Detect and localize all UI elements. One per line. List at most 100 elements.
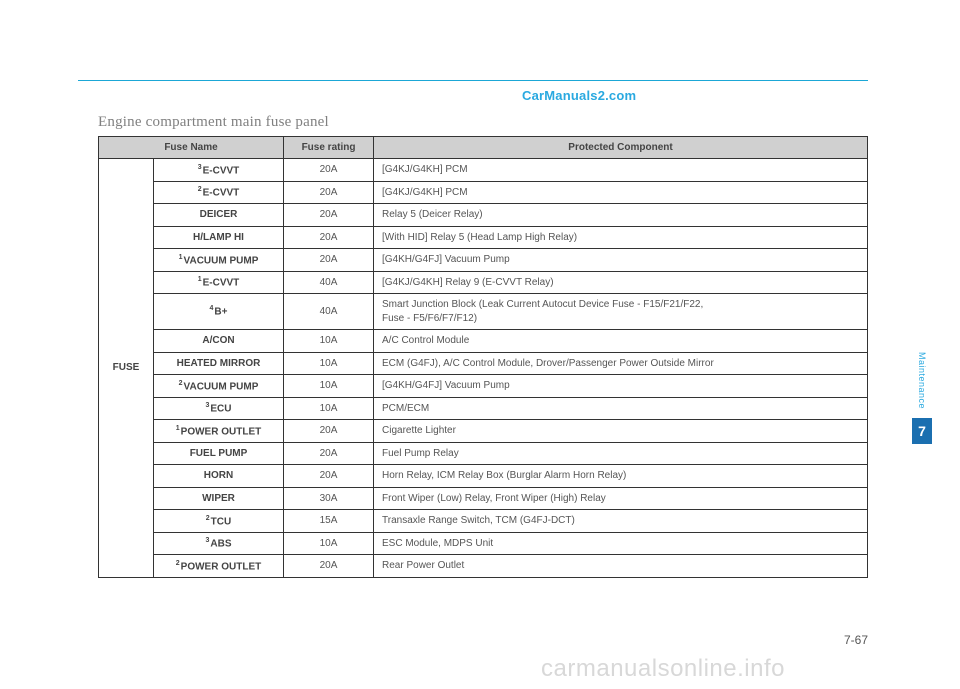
fuse-component-cell: Fuel Pump Relay	[374, 442, 868, 465]
fuse-name-superscript: 3	[205, 537, 209, 544]
fuse-component-cell: A/C Control Module	[374, 330, 868, 353]
fuse-name-cell: WIPER	[154, 487, 284, 510]
fuse-name-cell: 2POWER OUTLET	[154, 555, 284, 578]
col-header-component: Protected Component	[374, 137, 868, 159]
fuse-name-text: POWER OUTLET	[181, 561, 262, 572]
fuse-name-cell: FUEL PUMP	[154, 442, 284, 465]
fuse-rating-cell: 20A	[284, 159, 374, 182]
table-row: 1POWER OUTLET 20ACigarette Lighter	[99, 420, 868, 443]
fuse-rating-cell: 20A	[284, 204, 374, 227]
fuse-name-text: B+	[214, 307, 227, 318]
fuse-name-text: WIPER	[202, 493, 235, 504]
fuse-name-text: VACUUM PUMP	[184, 255, 259, 266]
fuse-name-cell: A/CON	[154, 330, 284, 353]
fuse-component-cell: PCM/ECM	[374, 397, 868, 420]
fuse-component-cell: [With HID] Relay 5 (Head Lamp High Relay…	[374, 226, 868, 249]
fuse-rating-cell: 20A	[284, 420, 374, 443]
table-row: DEICER20ARelay 5 (Deicer Relay)	[99, 204, 868, 227]
watermark-top: CarManuals2.com	[522, 88, 636, 103]
table-row: WIPER30AFront Wiper (Low) Relay, Front W…	[99, 487, 868, 510]
table-row: 1E-CVVT40A[G4KJ/G4KH] Relay 9 (E-CVVT Re…	[99, 271, 868, 294]
fuse-name-text: HEATED MIRROR	[177, 358, 261, 369]
fuse-name-cell: 2TCU	[154, 510, 284, 533]
table-row: 1VACUUM PUMP20A[G4KH/G4FJ] Vacuum Pump	[99, 249, 868, 272]
fuse-name-superscript: 1	[176, 425, 180, 432]
section-tab-number: 7	[912, 418, 932, 444]
fuse-rating-cell: 40A	[284, 271, 374, 294]
fuse-name-superscript: 2	[179, 380, 183, 387]
fuse-name-text: POWER OUTLET	[181, 426, 262, 437]
table-row: HEATED MIRROR10AECM (G4FJ), A/C Control …	[99, 352, 868, 375]
fuse-rating-cell: 20A	[284, 226, 374, 249]
fuse-name-text: ABS	[210, 538, 231, 549]
fuse-name-cell: HORN	[154, 465, 284, 488]
fuse-name-cell: 2E-CVVT	[154, 181, 284, 204]
fuse-name-superscript: 2	[206, 515, 210, 522]
fuse-component-cell: Cigarette Lighter	[374, 420, 868, 443]
fuse-rating-cell: 20A	[284, 555, 374, 578]
fuse-name-cell: 4B+	[154, 294, 284, 330]
fuse-name-superscript: 3	[198, 164, 202, 171]
fuse-rating-cell: 10A	[284, 397, 374, 420]
fuse-component-cell: Smart Junction Block (Leak Current Autoc…	[374, 294, 868, 330]
fuse-component-cell: [G4KH/G4FJ] Vacuum Pump	[374, 375, 868, 398]
fuse-rating-cell: 20A	[284, 181, 374, 204]
fuse-component-cell: [G4KJ/G4KH] Relay 9 (E-CVVT Relay)	[374, 271, 868, 294]
table-row: 4B+40ASmart Junction Block (Leak Current…	[99, 294, 868, 330]
fuse-name-cell: DEICER	[154, 204, 284, 227]
fuse-name-text: E-CVVT	[203, 277, 240, 288]
col-header-name: Fuse Name	[99, 137, 284, 159]
table-row: FUSE3E-CVVT20A[G4KJ/G4KH] PCM	[99, 159, 868, 182]
fuse-rating-cell: 10A	[284, 532, 374, 555]
table-row: 2TCU15ATransaxle Range Switch, TCM (G4FJ…	[99, 510, 868, 533]
section-tab: Maintenance 7	[912, 352, 932, 444]
fuse-rating-cell: 10A	[284, 352, 374, 375]
fuse-name-cell: 1VACUUM PUMP	[154, 249, 284, 272]
fuse-component-cell: ESC Module, MDPS Unit	[374, 532, 868, 555]
watermark-bottom: carmanualsonline.info	[541, 655, 785, 683]
fuse-rating-cell: 40A	[284, 294, 374, 330]
fuse-name-superscript: 3	[205, 402, 209, 409]
fuse-name-text: FUEL PUMP	[190, 448, 248, 459]
fuse-rating-cell: 20A	[284, 249, 374, 272]
fuse-name-text: E-CVVT	[203, 187, 240, 198]
table-row: HORN20AHorn Relay, ICM Relay Box (Burgla…	[99, 465, 868, 488]
fuse-name-cell: 1E-CVVT	[154, 271, 284, 294]
section-tab-label: Maintenance	[917, 352, 927, 409]
fuse-name-text: A/CON	[202, 335, 234, 346]
fuse-name-text: DEICER	[200, 209, 238, 220]
col-header-rating: Fuse rating	[284, 137, 374, 159]
fuse-name-cell: 3E-CVVT	[154, 159, 284, 182]
page-number: 7-67	[844, 633, 868, 647]
table-row: 3ABS 10AESC Module, MDPS Unit	[99, 532, 868, 555]
fuse-component-cell: [G4KH/G4FJ] Vacuum Pump	[374, 249, 868, 272]
fuse-name-text: TCU	[211, 516, 232, 527]
fuse-rating-cell: 20A	[284, 442, 374, 465]
fuse-name-superscript: 4	[210, 305, 214, 312]
fuse-component-cell: Rear Power Outlet	[374, 555, 868, 578]
fuse-name-superscript: 2	[176, 560, 180, 567]
fuse-name-text: H/LAMP HI	[193, 232, 244, 243]
fuse-name-cell: 3ECU	[154, 397, 284, 420]
fuse-table: Fuse Name Fuse rating Protected Componen…	[98, 136, 868, 578]
fuse-name-superscript: 1	[198, 276, 202, 283]
fuse-name-cell: H/LAMP HI	[154, 226, 284, 249]
table-row: 3ECU10APCM/ECM	[99, 397, 868, 420]
fuse-component-cell: [G4KJ/G4KH] PCM	[374, 159, 868, 182]
table-row: H/LAMP HI 20A[With HID] Relay 5 (Head Lam…	[99, 226, 868, 249]
fuse-table-container: Fuse Name Fuse rating Protected Componen…	[98, 136, 868, 578]
fuse-name-cell: HEATED MIRROR	[154, 352, 284, 375]
top-rule	[78, 80, 868, 81]
fuse-rating-cell: 10A	[284, 330, 374, 353]
fuse-component-cell: Transaxle Range Switch, TCM (G4FJ-DCT)	[374, 510, 868, 533]
table-row: A/CON 10AA/C Control Module	[99, 330, 868, 353]
table-row: 2VACUUM PUMP10A[G4KH/G4FJ] Vacuum Pump	[99, 375, 868, 398]
fuse-name-text: E-CVVT	[203, 165, 240, 176]
fuse-name-cell: 2VACUUM PUMP	[154, 375, 284, 398]
page-title: Engine compartment main fuse panel	[98, 114, 329, 131]
fuse-name-superscript: 1	[179, 254, 183, 261]
fuse-name-text: ECU	[210, 403, 231, 414]
fuse-rating-cell: 20A	[284, 465, 374, 488]
table-row: FUEL PUMP 20AFuel Pump Relay	[99, 442, 868, 465]
fuse-name-superscript: 2	[198, 186, 202, 193]
